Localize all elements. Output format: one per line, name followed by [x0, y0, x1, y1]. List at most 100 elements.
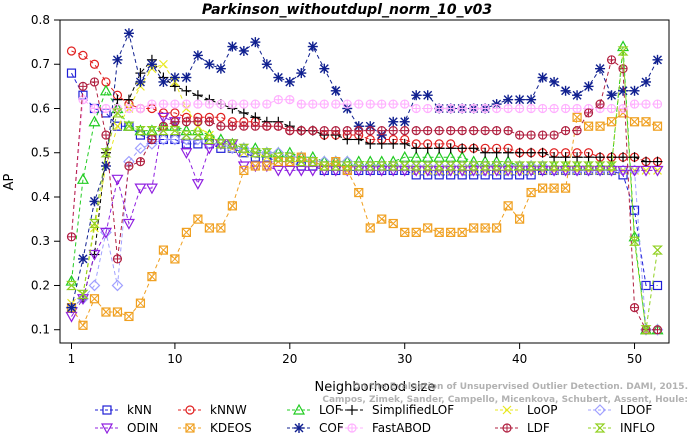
data-point: [492, 223, 502, 233]
data-point: [76, 173, 90, 184]
data-point: [629, 85, 640, 96]
data-point: [135, 156, 146, 167]
series-line: [71, 31, 658, 308]
data-point: [560, 85, 571, 96]
data-point: [423, 126, 433, 136]
data-point: [99, 227, 112, 239]
data-point: [135, 76, 146, 87]
data-point: [216, 99, 226, 109]
data-point: [525, 160, 537, 172]
data-point: [572, 126, 582, 136]
legend-item: LoOP: [495, 403, 558, 417]
data-point: [480, 223, 490, 233]
data-point: [410, 161, 422, 171]
data-point: [606, 152, 617, 163]
y-tick-label: 0.7: [31, 57, 50, 71]
data-point: [262, 99, 272, 109]
data-point: [89, 59, 100, 69]
data-point: [181, 72, 192, 83]
data-point: [66, 302, 77, 313]
data-point: [192, 130, 204, 140]
data-point: [250, 37, 261, 48]
data-point: [135, 68, 146, 79]
data-point: [652, 245, 663, 255]
data-point: [204, 223, 214, 233]
data-point: [388, 99, 398, 109]
data-point: [147, 272, 157, 282]
data-point: [502, 160, 514, 172]
legend-marker: [502, 405, 512, 415]
data-point: [77, 289, 89, 299]
data-point: [457, 227, 467, 237]
legend-marker: [594, 404, 606, 416]
data-point: [652, 54, 663, 65]
data-point: [515, 130, 525, 140]
data-point: [641, 76, 652, 87]
data-point: [169, 72, 180, 83]
x-tick-label: 10: [167, 352, 182, 366]
data-point: [283, 165, 296, 177]
data-point: [618, 85, 629, 96]
data-point: [88, 249, 101, 261]
data-point: [170, 254, 180, 264]
data-point: [525, 161, 537, 171]
plot-frame: [59, 19, 670, 344]
data-point: [549, 76, 560, 87]
data-point: [572, 90, 583, 101]
data-point: [250, 99, 260, 109]
data-point: [583, 108, 594, 118]
data-point: [262, 121, 272, 131]
data-point: [422, 90, 433, 101]
data-point: [595, 121, 605, 131]
data-point: [296, 126, 306, 136]
data-point: [629, 303, 640, 313]
data-point: [112, 54, 123, 65]
data-point: [422, 143, 433, 154]
data-point: [365, 99, 375, 109]
legend: kNN kNNW LOF SimplifiedLOF LoOP LDOF ODIN KDEOS…: [95, 403, 655, 434]
data-point: [101, 103, 111, 114]
data-point: [480, 147, 491, 158]
data-point: [239, 165, 249, 176]
data-point: [445, 161, 457, 171]
data-point: [560, 161, 572, 171]
data-point: [468, 161, 480, 171]
data-point: [273, 121, 283, 131]
data-point: [606, 90, 617, 101]
data-point: [479, 161, 491, 171]
y-axis-label: AP: [2, 173, 17, 190]
data-point: [99, 84, 112, 96]
data-point: [398, 160, 411, 172]
data-point: [387, 161, 399, 171]
data-point: [191, 179, 204, 190]
data-point: [101, 130, 111, 140]
data-point: [134, 126, 146, 136]
series-line: [71, 116, 658, 317]
y-tick-label: 0.8: [31, 13, 50, 27]
data-point: [307, 156, 319, 167]
data-point: [181, 99, 191, 109]
series-line: [71, 58, 658, 331]
data-point: [180, 148, 193, 159]
data-point: [492, 126, 502, 136]
data-point: [492, 103, 502, 114]
data-point: [192, 50, 203, 61]
data-point: [400, 99, 410, 109]
data-point: [503, 103, 513, 114]
data-point: [124, 103, 134, 114]
data-point: [457, 143, 468, 154]
plot-area: [65, 28, 664, 336]
data-point: [434, 126, 444, 136]
data-point: [330, 161, 342, 171]
data-point: [572, 103, 582, 114]
data-point: [354, 99, 364, 109]
data-point: [457, 103, 467, 114]
data-point: [399, 161, 411, 171]
data-point: [457, 126, 467, 136]
legend-label: kNNW: [210, 403, 247, 417]
data-point: [157, 133, 170, 146]
data-point: [549, 152, 560, 163]
data-point: [227, 121, 237, 131]
data-point: [549, 130, 559, 140]
data-point: [272, 165, 285, 177]
